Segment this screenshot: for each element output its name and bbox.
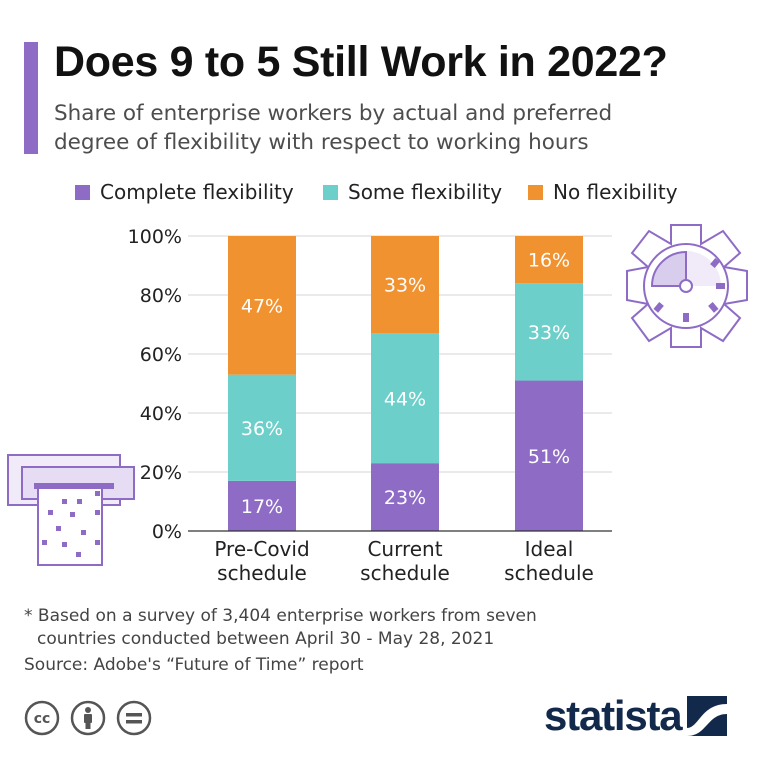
footnote-line-1: * Based on a survey of 3,404 enterprise … [24,606,537,626]
statista-logo[interactable]: statista [544,692,728,739]
stacked-bar-chart: 0%20%40%60%80%100% 17%36%47%23%44%33%51%… [7,224,748,585]
bar-stack: 17% 36% 47% [228,236,296,531]
legend-label-complete: Complete flexibility [100,180,294,204]
source-note: Source: Adobe's “Future of Time” report [24,655,364,675]
chart-legend: Complete flexibility Some flexibility No… [0,180,760,206]
bar-value-label: 23% [384,487,426,509]
bar-stacks: 17% 36% 47% 23% 44% 33% 51% 33% 16% [228,236,583,531]
chart-title: Does 9 to 5 Still Work in 2022? [54,38,668,86]
bar-segment [515,283,583,381]
bar-segment [228,374,296,481]
legend-item-no-flexibility: No flexibility [528,180,678,204]
footnote-line-2: countries conducted between April 30 - M… [37,629,495,649]
cc-icon[interactable]: cc [24,700,60,736]
statista-wordmark: statista [544,692,683,739]
bar-value-label: 51% [528,446,570,468]
attribution-icon[interactable] [70,700,106,736]
bar-value-label: 36% [241,418,283,440]
footnote: * Based on a survey of 3,404 enterprise … [24,605,644,651]
statista-logo-icon [687,696,728,736]
bar-value-label: 17% [241,496,283,518]
x-tick-label: Current schedule [360,537,450,585]
x-tick-label: Pre-Covid schedule [214,537,309,585]
x-axis-labels: Pre-Covid schedule Current schedule Ideal sch… [214,537,593,585]
bar-segment [371,463,439,531]
bar-value-label: 33% [528,322,570,344]
bar-segment [371,333,439,464]
legend-item-some-flexibility: Some flexibility [323,180,502,204]
bar-value-label: 16% [528,250,570,272]
legend-swatch-some [323,184,338,200]
license-icons: cc [24,700,152,736]
bar-stack: 23% 44% 33% [371,236,439,531]
y-tick-label: 0% [152,521,182,543]
y-tick-label: 80% [140,285,182,307]
svg-text:cc: cc [34,711,51,727]
chart-subtitle: Share of enterprise workers by actual an… [54,99,694,157]
legend-label-some: Some flexibility [348,180,503,204]
bar-value-label: 47% [241,295,283,317]
time-card-illustration [7,454,135,566]
bar-value-label: 33% [384,275,426,297]
subtitle-line-2: degree of flexibility with respect to wo… [54,130,589,155]
y-axis-ticks: 0% 20% 40% 60% 80% 100% [128,226,182,543]
bar-segment [228,236,296,375]
legend-swatch-complete [75,184,90,200]
y-tick-label: 20% [140,462,182,484]
bar-segment [371,236,439,334]
no-derivatives-icon[interactable] [116,700,152,736]
legend-swatch-none [528,184,543,200]
bar-segment [228,480,296,531]
legend-item-complete-flexibility: Complete flexibility [75,180,294,204]
bar-segment [515,236,583,284]
x-tick-label: Ideal schedule [504,537,594,585]
bar-segment [515,380,583,531]
y-tick-label: 40% [140,403,182,425]
legend-label-none: No flexibility [553,180,678,204]
bar-value-label: 44% [384,388,426,410]
title-accent-bar [24,42,38,154]
gear-clock-illustration [626,224,748,348]
y-tick-label: 100% [128,226,182,248]
y-tick-label: 60% [140,344,182,366]
subtitle-line-1: Share of enterprise workers by actual an… [54,101,613,126]
bar-stack: 51% 33% 16% [515,236,583,531]
